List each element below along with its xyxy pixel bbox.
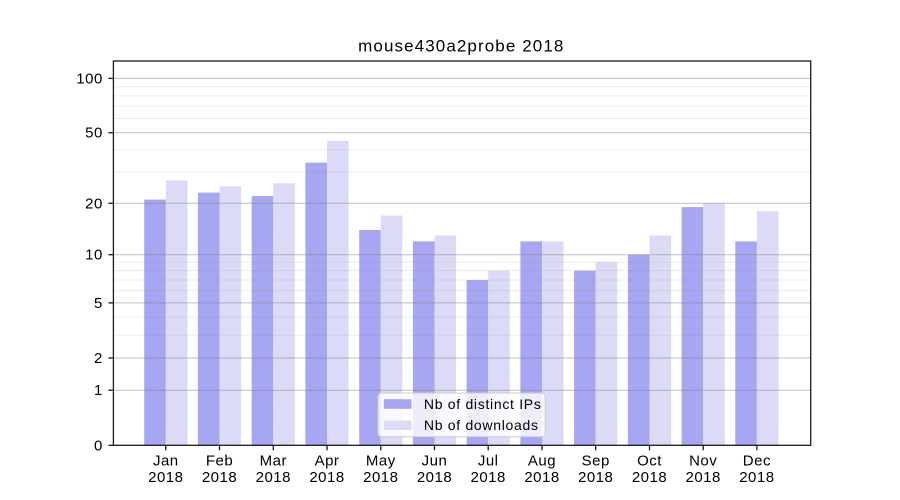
svg-text:Sep: Sep [582,452,610,469]
svg-text:Nb of distinct IPs: Nb of distinct IPs [424,396,542,412]
svg-text:2018: 2018 [309,469,344,486]
svg-text:2018: 2018 [578,469,613,486]
svg-text:20: 20 [85,195,103,212]
svg-text:May: May [366,452,396,469]
svg-text:50: 50 [85,125,103,142]
svg-text:Dec: Dec [743,452,771,469]
svg-text:Oct: Oct [637,452,662,469]
svg-text:Jun: Jun [422,452,448,469]
svg-text:Aug: Aug [528,452,556,469]
svg-text:0: 0 [94,437,103,454]
svg-text:10: 10 [85,247,103,264]
svg-text:2018: 2018 [686,469,721,486]
svg-text:mouse430a2probe 2018: mouse430a2probe 2018 [358,36,564,55]
svg-text:2018: 2018 [632,469,667,486]
svg-text:2018: 2018 [524,469,559,486]
svg-text:Apr: Apr [315,452,340,469]
svg-text:Nb of downloads: Nb of downloads [424,417,539,433]
svg-text:5: 5 [94,295,103,312]
svg-text:2018: 2018 [471,469,506,486]
svg-text:Jul: Jul [478,452,499,469]
svg-text:2018: 2018 [363,469,398,486]
svg-text:Feb: Feb [206,452,233,469]
svg-text:2018: 2018 [256,469,291,486]
svg-text:100: 100 [76,70,103,87]
svg-text:2018: 2018 [202,469,237,486]
svg-text:Mar: Mar [260,452,287,469]
svg-text:2018: 2018 [148,469,183,486]
svg-text:Jan: Jan [153,452,179,469]
svg-text:2018: 2018 [417,469,452,486]
svg-text:Nov: Nov [689,452,717,469]
svg-text:2018: 2018 [739,469,774,486]
svg-text:1: 1 [94,382,103,399]
svg-text:2: 2 [94,350,103,367]
